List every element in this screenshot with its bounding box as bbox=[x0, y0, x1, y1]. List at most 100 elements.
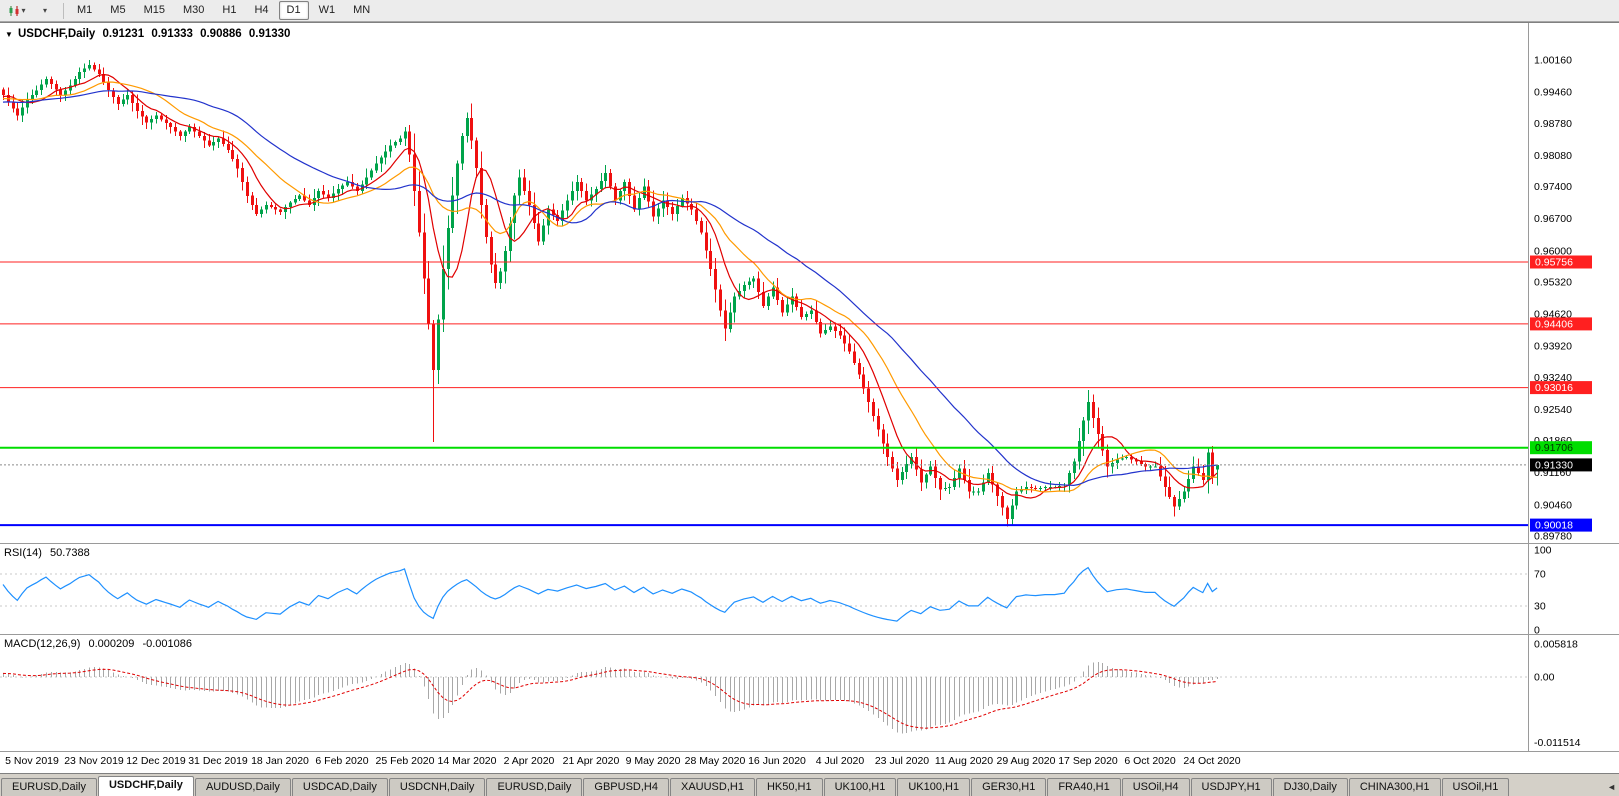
dropdown-arrow-icon[interactable]: ▾ bbox=[31, 1, 59, 21]
chart-tab-fra40-h1[interactable]: FRA40,H1 bbox=[1047, 778, 1121, 796]
timeframe-button-w1[interactable]: W1 bbox=[318, 4, 336, 16]
quote-line: USDCHF,Daily 0.91231 0.91333 0.90886 0.9… bbox=[18, 28, 294, 40]
timeframe-button-h1[interactable]: H1 bbox=[222, 4, 237, 16]
price-tick: 0.96700 bbox=[1534, 213, 1572, 225]
price-line-badge: 0.90018 bbox=[1535, 520, 1573, 532]
chart-tab-usdcad-daily[interactable]: USDCAD,Daily bbox=[291, 778, 388, 796]
rsi-line bbox=[2, 566, 1218, 622]
chart-tab-usoil-h1[interactable]: USOil,H1 bbox=[1441, 778, 1510, 796]
one-click-trading-icon[interactable]: ▼ bbox=[5, 30, 13, 39]
ma-line-17 bbox=[2, 81, 1218, 493]
date-tick-label: 12 Dec 2019 bbox=[126, 755, 186, 767]
timeframe-button-m30[interactable]: M30 bbox=[182, 4, 205, 16]
pane-separator[interactable] bbox=[0, 543, 1619, 544]
macd-pane[interactable]: 0.005818 0.00 -0.011514 MACD(12,26,9) 0.00… bbox=[0, 635, 1619, 751]
date-tick-label: 16 Jun 2020 bbox=[748, 755, 806, 767]
candlestick-chart-icon[interactable]: ▾ bbox=[3, 1, 31, 21]
price-line-badge: 0.95756 bbox=[1535, 257, 1573, 269]
chart-window: 1.00160 0.99460 0.98780 0.98080 0.97400 0.967… bbox=[0, 22, 1619, 774]
price-tick: 0.95320 bbox=[1534, 276, 1572, 288]
quote-open: 0.91231 bbox=[102, 28, 145, 40]
timeframe-button-m1[interactable]: M1 bbox=[77, 4, 93, 16]
chart-tab-usdjpy-h1[interactable]: USDJPY,H1 bbox=[1190, 778, 1272, 796]
price-tick: 0.92540 bbox=[1534, 404, 1572, 416]
date-tick-label: 17 Sep 2020 bbox=[1058, 755, 1118, 767]
chart-tab-eurusd-daily[interactable]: EURUSD,Daily bbox=[486, 778, 583, 796]
chart-tab-eurusd-daily[interactable]: EURUSD,Daily bbox=[1, 778, 97, 796]
timeframe-button-m5[interactable]: M5 bbox=[110, 4, 126, 16]
chart-tab-ger30-h1[interactable]: GER30,H1 bbox=[971, 778, 1047, 796]
timeframe-button-mn[interactable]: MN bbox=[353, 4, 371, 16]
chart-tab-hk50-h1[interactable]: HK50,H1 bbox=[755, 778, 823, 796]
date-tick-label: 24 Oct 2020 bbox=[1183, 755, 1241, 767]
chart-tab-usdcnh-daily[interactable]: USDCNH,Daily bbox=[388, 778, 486, 796]
date-tick-label: 6 Feb 2020 bbox=[315, 755, 369, 767]
price-tick: 0.93920 bbox=[1534, 341, 1572, 353]
candle-wicks bbox=[3, 60, 1218, 527]
chart-tab-uk100-h1[interactable]: UK100,H1 bbox=[823, 778, 897, 796]
rsi-value: 50.7388 bbox=[49, 547, 90, 559]
chevron-down-icon: ▾ bbox=[42, 5, 47, 15]
main-chart-canvas[interactable]: 1.00160 0.99460 0.98780 0.98080 0.97400 0.967… bbox=[0, 23, 1619, 543]
price-tick: 0.98080 bbox=[1534, 150, 1572, 162]
toolbar-separator bbox=[63, 2, 64, 19]
tab-scroll-left-icon[interactable]: ◄ bbox=[1607, 782, 1616, 792]
chart-tab-dj30-daily[interactable]: DJ30,Daily bbox=[1272, 778, 1348, 796]
date-tick-label: 9 May 2020 bbox=[625, 755, 681, 767]
rsi-name: RSI(14) bbox=[4, 547, 42, 559]
price-tick: 0.89780 bbox=[1534, 531, 1572, 543]
date-tick-label: 6 Oct 2020 bbox=[1124, 755, 1176, 767]
chart-tab-audusd-daily[interactable]: AUDUSD,Daily bbox=[194, 778, 291, 796]
date-tick-label: 4 Jul 2020 bbox=[815, 755, 865, 767]
date-tick-label: 2 Apr 2020 bbox=[503, 755, 555, 767]
candle-bodies bbox=[1, 65, 1220, 520]
date-axis[interactable]: 5 Nov 2019 23 Nov 2019 12 Dec 2019 31 Dec 2… bbox=[0, 751, 1619, 772]
top-toolbar: ▾ ▾ M1 M5 M15 M30 H1 H4 D1 W1 MN bbox=[0, 0, 1619, 22]
rsi-tick: 70 bbox=[1534, 569, 1546, 581]
quote-high: 0.91333 bbox=[151, 28, 193, 40]
rsi-tick: 0 bbox=[1534, 625, 1540, 635]
ma-line-34 bbox=[2, 90, 1218, 487]
timeframe-button-h4[interactable]: H4 bbox=[254, 4, 269, 16]
rsi-tick: 30 bbox=[1534, 601, 1546, 613]
macd-tick: -0.011514 bbox=[1534, 737, 1581, 749]
date-tick-label: 14 Mar 2020 bbox=[437, 755, 497, 767]
rsi-pane[interactable]: 100 70 30 0 RSI(14) 50.7388 bbox=[0, 544, 1619, 634]
date-tick-label: 23 Jul 2020 bbox=[874, 755, 930, 767]
chart-tab-usdchf-daily[interactable]: USDCHF,Daily bbox=[97, 776, 194, 796]
candlestick-glyph bbox=[9, 5, 19, 16]
timeframe-button-m15[interactable]: M15 bbox=[143, 4, 165, 16]
date-tick-label: 31 Dec 2019 bbox=[188, 755, 248, 767]
price-tick: 0.97400 bbox=[1534, 181, 1572, 193]
macd-signal-line bbox=[2, 668, 1218, 729]
chevron-down-icon: ▾ bbox=[21, 5, 26, 15]
price-line-badge: 0.94406 bbox=[1535, 318, 1573, 330]
price-line-badge: 0.93016 bbox=[1535, 382, 1573, 394]
macd-value-main: 0.000209 bbox=[88, 638, 135, 650]
date-tick-label: 28 May 2020 bbox=[684, 755, 746, 767]
symbol-period-label: USDCHF,Daily bbox=[18, 28, 96, 40]
timeframe-button-d1[interactable]: D1 bbox=[278, 1, 309, 20]
chart-tab-gbpusd-h4[interactable]: GBPUSD,H4 bbox=[583, 778, 669, 796]
price-tick: 0.90460 bbox=[1534, 499, 1572, 511]
macd-canvas[interactable]: 0.005818 0.00 -0.011514 bbox=[0, 635, 1619, 751]
main-price-pane[interactable]: 1.00160 0.99460 0.98780 0.98080 0.97400 0.967… bbox=[0, 23, 1619, 543]
chart-tab-china300-h1[interactable]: CHINA300,H1 bbox=[1348, 778, 1441, 796]
macd-value-signal: -0.001086 bbox=[142, 638, 192, 650]
moving-averages bbox=[2, 73, 1218, 499]
date-tick-label: 23 Nov 2019 bbox=[64, 755, 124, 767]
rsi-tick: 100 bbox=[1534, 545, 1552, 557]
pane-separator[interactable] bbox=[0, 634, 1619, 635]
horizontal-lines[interactable] bbox=[0, 261, 1528, 527]
rsi-label: RSI(14) 50.7388 bbox=[4, 547, 95, 559]
price-tick: 1.00160 bbox=[1534, 55, 1572, 67]
macd-tick: 0.00 bbox=[1534, 672, 1555, 684]
chart-tab-usoil-h4[interactable]: USOil,H4 bbox=[1121, 778, 1190, 796]
rsi-canvas[interactable]: 100 70 30 0 bbox=[0, 544, 1619, 634]
price-tick: 0.96000 bbox=[1534, 245, 1572, 257]
price-tick: 0.93240 bbox=[1534, 372, 1572, 384]
chart-tab-uk100-h1[interactable]: UK100,H1 bbox=[897, 778, 971, 796]
date-tick-label: 29 Aug 2020 bbox=[996, 755, 1056, 767]
ma-line-8 bbox=[2, 73, 1218, 499]
chart-tab-xauusd-h1[interactable]: XAUUSD,H1 bbox=[669, 778, 755, 796]
